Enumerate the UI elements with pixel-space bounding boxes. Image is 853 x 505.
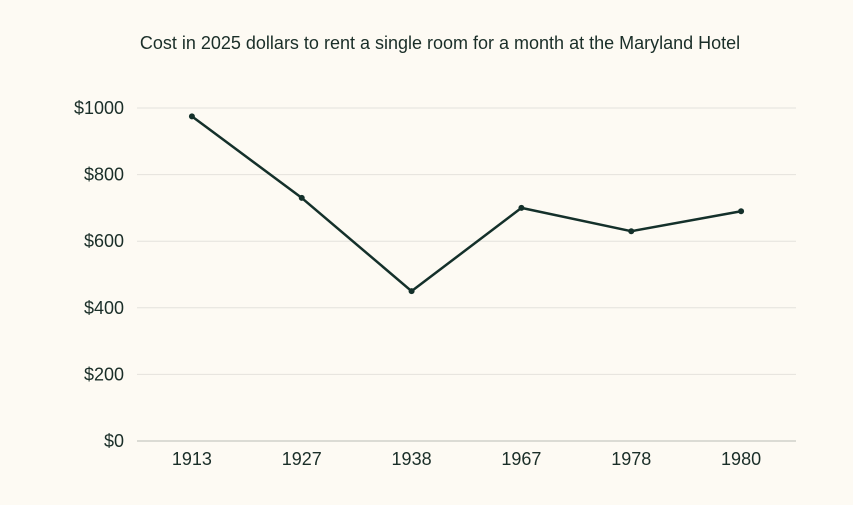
x-tick-label: 1938 [392,449,432,469]
chart-title: Cost in 2025 dollars to rent a single ro… [139,33,741,53]
y-tick-label: $1000 [74,98,124,118]
x-tick-label: 1967 [501,449,541,469]
y-tick-label: $0 [104,431,124,451]
y-tick-label: $600 [84,231,124,251]
x-tick-label: 1978 [611,449,651,469]
y-tick-label: $200 [84,364,124,384]
y-tick-label: $800 [84,165,124,185]
series-layer [188,113,745,295]
x-axis: 1913 1927 1938 1967 1978 1980 [172,449,761,469]
x-tick-label: 1913 [172,449,212,469]
data-point [738,208,745,215]
grid-lines [137,107,796,442]
x-tick-label: 1927 [282,449,322,469]
data-point [298,194,305,201]
data-point [188,113,195,120]
series-line [190,115,743,293]
y-tick-label: $400 [84,298,124,318]
x-tick-label: 1980 [721,449,761,469]
data-point [518,204,525,211]
data-point [628,228,635,235]
y-axis: $0 $200 $400 $600 $800 $1000 [74,98,124,451]
data-point [408,288,415,295]
